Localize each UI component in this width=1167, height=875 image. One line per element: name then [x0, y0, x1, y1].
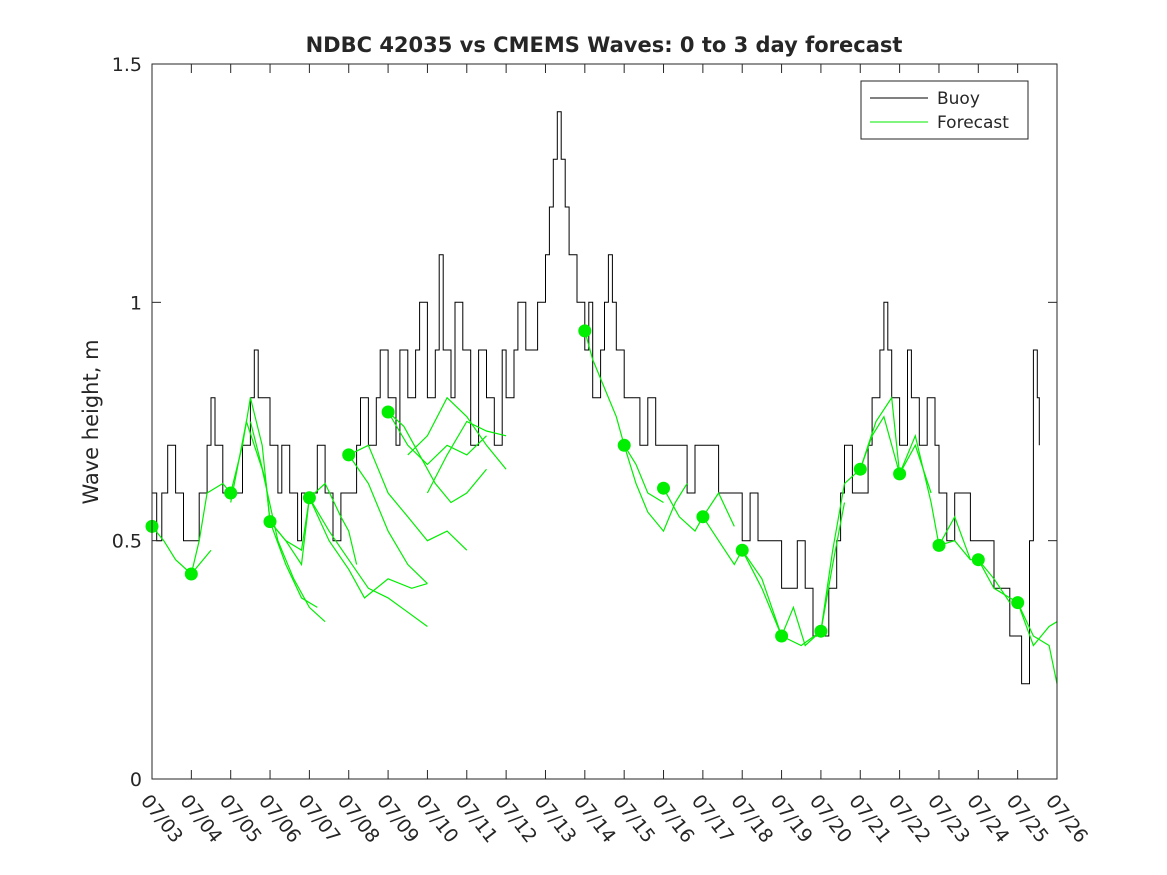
series-forecast-run-5: [269, 482, 358, 567]
forecast-marker: [657, 481, 670, 495]
legend: Buoy Forecast: [860, 80, 1029, 140]
series-forecast-run-8: [348, 454, 428, 585]
series-forecast-run-15: [623, 445, 688, 533]
forecast-marker: [1011, 596, 1025, 610]
forecast-marker: [893, 467, 907, 481]
forecast-marker: [617, 438, 631, 452]
forecast-marker: [578, 324, 592, 338]
y-tick-label: 1.5: [112, 54, 142, 76]
y-tick-label: 0.5: [112, 531, 142, 553]
y-axis-label: Wave height, m: [79, 339, 103, 504]
chart-title: NDBC 42035 vs CMEMS Waves: 0 to 3 day fo…: [306, 33, 903, 57]
series-forecast-run-19: [781, 502, 846, 647]
legend-box: [860, 80, 1029, 140]
series-forecast-run-17: [702, 516, 783, 637]
series-forecast-run-1: [190, 482, 232, 575]
legend-forecast-label: Forecast: [937, 113, 1009, 133]
legend-buoy-label: Buoy: [937, 89, 980, 109]
series-forecast-run-14: [584, 330, 664, 504]
series-forecast-run-0: [151, 526, 212, 575]
y-tick-label: 0: [130, 769, 142, 791]
forecast-marker: [814, 624, 828, 638]
series-forecast-run-24: [977, 559, 1058, 684]
series-forecast-run-13: [426, 420, 507, 494]
forecast-marker: [735, 543, 749, 557]
forecast-marker: [184, 567, 198, 581]
series-forecast-run-21: [859, 395, 932, 494]
series-forecast-run-7: [308, 497, 428, 599]
series-forecast-run-3: [230, 419, 326, 623]
forecast-marker: [853, 462, 867, 476]
series-forecast-run-25: [1017, 602, 1058, 647]
forecast-marker: [971, 553, 985, 567]
series-forecast-run-6: [308, 497, 428, 627]
forecast-marker: [932, 538, 946, 552]
forecast-marker: [263, 515, 277, 529]
series-forecast-run-16: [662, 487, 735, 533]
forecast-marker: [224, 486, 238, 500]
y-tick-label: 1: [130, 292, 142, 314]
series-forecast-run-12: [407, 396, 507, 470]
axes-box: [151, 63, 1058, 780]
plot-area: [145, 111, 1058, 685]
forecast-marker: [775, 629, 789, 643]
series-buoy-line: [152, 111, 1040, 685]
forecast-marker: [696, 510, 710, 524]
series-forecast-run-22: [899, 433, 971, 561]
series-forecast-run-11: [387, 411, 487, 466]
series-forecast-run-10: [387, 411, 487, 504]
series-forecast-run-9: [348, 444, 468, 551]
forecast-marker: [302, 491, 316, 505]
forecast-marker: [342, 448, 356, 462]
forecast-marker: [381, 405, 395, 419]
